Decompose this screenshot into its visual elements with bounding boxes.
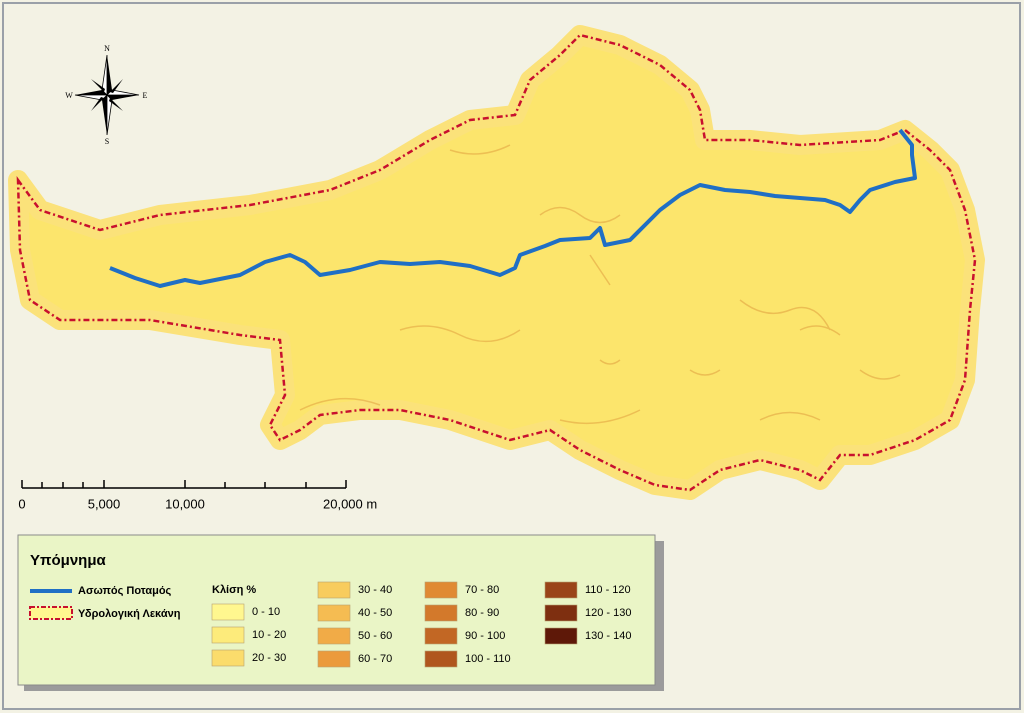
legend-swatch — [211, 603, 245, 621]
legend-class-label: 130 - 140 — [585, 630, 631, 642]
legend-swatch — [424, 627, 458, 645]
legend-swatch — [317, 627, 351, 645]
scale-labels: 0 5,000 10,000 20,000 m — [18, 496, 377, 511]
compass-e: E — [143, 91, 148, 100]
compass-n: N — [104, 44, 110, 53]
scale-label: 10,000 — [165, 496, 205, 511]
legend-basin-label: Υδρολογική Λεκάνη — [78, 608, 181, 620]
legend-class-label: 120 - 130 — [585, 607, 631, 619]
legend-class-label: 30 - 40 — [358, 584, 392, 596]
legend-swatch — [424, 604, 458, 622]
compass-w: W — [65, 91, 73, 100]
legend-class-label: 40 - 50 — [358, 607, 392, 619]
legend-classes: 0 - 10 10 - 20 20 - 30 30 - 40 40 - 50 50 - 6… — [211, 581, 631, 668]
basin-boundary — [16, 33, 977, 492]
legend-swatch — [317, 650, 351, 668]
compass-s: S — [105, 137, 109, 146]
legend-swatch — [211, 649, 245, 667]
legend-swatch — [317, 581, 351, 599]
legend-class-label: 90 - 100 — [465, 630, 505, 642]
legend-basin-symbol — [29, 606, 73, 620]
scale-label: 5,000 — [88, 496, 121, 511]
legend-slope-title: Κλίση % — [212, 584, 256, 596]
legend-class-label: 60 - 70 — [358, 653, 392, 665]
legend-class-label: 50 - 60 — [358, 630, 392, 642]
legend-swatch — [544, 581, 578, 599]
legend-swatch — [424, 650, 458, 668]
legend-class-label: 70 - 80 — [465, 584, 499, 596]
scale-bar — [21, 480, 347, 489]
slope-texture — [299, 144, 901, 425]
legend-class-label: 110 - 120 — [585, 584, 631, 596]
legend-title: Υπόμνημα — [30, 552, 107, 569]
scale-label: 20,000 m — [323, 496, 377, 511]
legend-river-label: Ασωπός Ποταμός — [78, 585, 172, 597]
river — [109, 128, 917, 288]
legend-swatch — [544, 627, 578, 645]
north-arrow: N S E W — [65, 44, 147, 146]
scale-label: 0 — [18, 496, 25, 511]
legend-class-label: 20 - 30 — [252, 652, 286, 664]
legend-class-label: 10 - 20 — [252, 629, 286, 641]
legend-swatch — [424, 581, 458, 599]
legend-class-label: 100 - 110 — [465, 653, 511, 665]
legend-swatch — [544, 604, 578, 622]
legend-swatch — [211, 626, 245, 644]
legend-class-label: 0 - 10 — [252, 606, 280, 618]
legend-swatch — [317, 604, 351, 622]
basin-area — [8, 25, 985, 500]
legend-class-label: 80 - 90 — [465, 607, 499, 619]
